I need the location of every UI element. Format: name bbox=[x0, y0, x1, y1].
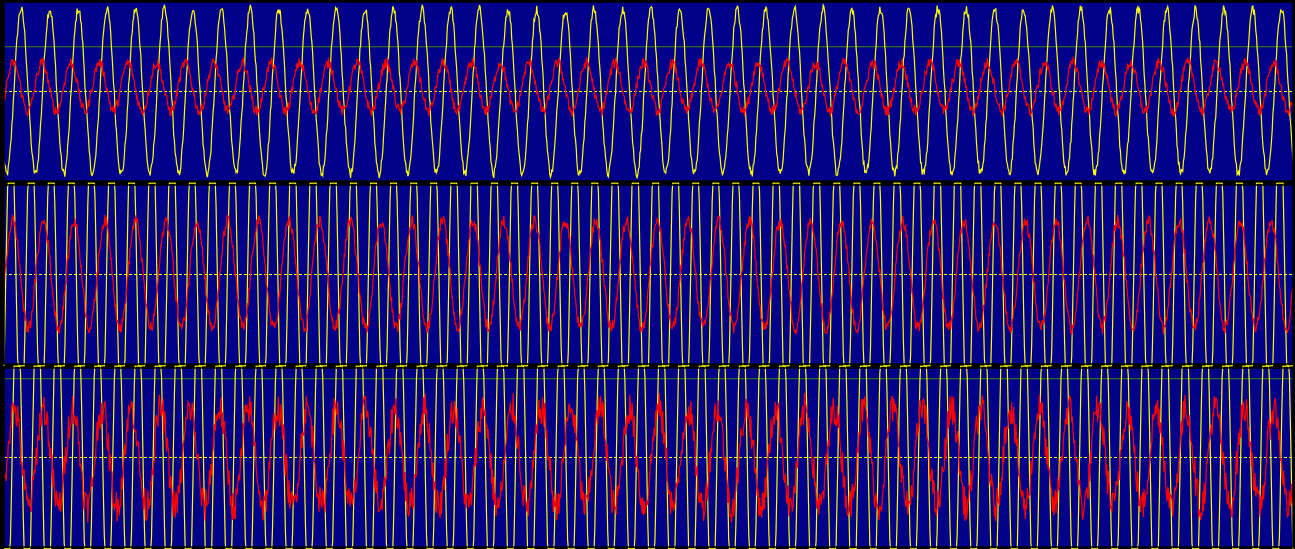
red-trace-panel-1 bbox=[3, 55, 1294, 118]
panel-frame bbox=[3, 367, 1294, 548]
scope-panel-3 bbox=[3, 365, 1294, 549]
red-trace-panel-3 bbox=[3, 392, 1294, 523]
panel-frame bbox=[3, 184, 1294, 365]
yellow-trace-panel-2 bbox=[3, 182, 1293, 367]
red-trace-panel-2 bbox=[3, 213, 1294, 336]
scope-panel-1 bbox=[3, 1, 1294, 182]
panel-frame bbox=[3, 1, 1294, 182]
scope-panel-2 bbox=[3, 182, 1294, 367]
yellow-trace-panel-1 bbox=[3, 2, 1294, 180]
